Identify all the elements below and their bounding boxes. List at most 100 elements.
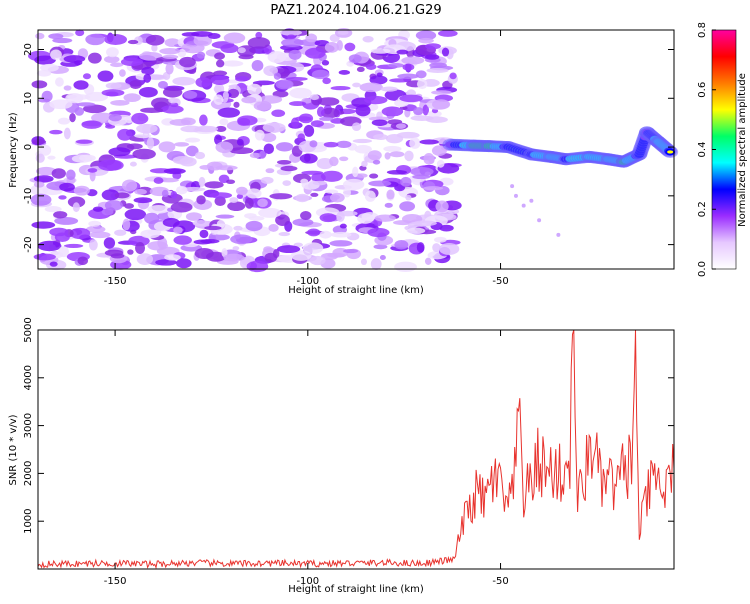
- noise-blob: [92, 206, 104, 212]
- noise-blob: [338, 70, 351, 75]
- noise-blob: [219, 118, 229, 126]
- noise-blob: [410, 166, 434, 177]
- noise-blob: [195, 77, 211, 88]
- noise-blob: [348, 54, 362, 64]
- noise-blob: [81, 120, 102, 129]
- noise-blob: [105, 82, 122, 89]
- noise-blob: [232, 246, 240, 251]
- noise-blob: [176, 185, 188, 195]
- noise-blob: [300, 178, 309, 185]
- noise-blob: [138, 51, 163, 61]
- noise-blob: [399, 201, 416, 212]
- noise-blob: [311, 69, 330, 80]
- noise-blob: [354, 144, 372, 154]
- noise-blob: [352, 82, 361, 88]
- noise-blob: [389, 78, 411, 83]
- noise-blob: [304, 47, 326, 59]
- noise-blob: [63, 127, 71, 140]
- noise-blob: [368, 116, 391, 122]
- colorbar-tick-label: 0.8: [697, 22, 708, 38]
- noise-blob: [395, 123, 407, 129]
- noise-blob: [339, 223, 347, 229]
- noise-blob: [63, 243, 84, 249]
- noise-blob: [434, 236, 447, 243]
- colorbar-label: Normalized spectral amplitude: [737, 73, 748, 227]
- noise-blob: [330, 192, 345, 203]
- noise-blob: [30, 193, 52, 206]
- noise-blob: [316, 106, 325, 118]
- noise-blob: [246, 260, 269, 273]
- noise-blob: [244, 197, 254, 209]
- noise-blob: [289, 101, 307, 107]
- noise-blob: [123, 93, 141, 103]
- y-tick-label: 0: [23, 144, 34, 150]
- noise-blob: [275, 142, 294, 152]
- colorbar-tick-label: 0.4: [697, 142, 708, 158]
- noise-blob: [355, 173, 368, 178]
- noise-blob: [380, 86, 398, 92]
- snr-x-ticks: -150 -100 -50: [104, 330, 509, 587]
- noise-blob: [236, 186, 248, 196]
- noise-blob: [183, 90, 198, 99]
- noise-blob: [352, 166, 359, 178]
- noise-blob: [104, 34, 128, 45]
- noise-blob: [406, 227, 426, 234]
- noise-blob: [120, 57, 144, 67]
- noise-blob: [436, 159, 445, 168]
- noise-blob: [247, 83, 262, 96]
- noise-blob: [158, 141, 176, 153]
- y-tick-label: 3000: [23, 413, 34, 438]
- noise-blob: [297, 133, 306, 141]
- noise-blob: [179, 56, 196, 68]
- noise-blob: [110, 100, 130, 106]
- noise-blob: [373, 134, 389, 140]
- noise-blob: [432, 243, 441, 253]
- noise-blob: [336, 140, 352, 149]
- noise-blob: [351, 122, 362, 132]
- noise-blob: [344, 42, 356, 52]
- spectrogram-image: [27, 28, 679, 273]
- noise-blob: [425, 43, 441, 50]
- noise-blob: [248, 216, 265, 221]
- noise-blob: [172, 76, 196, 86]
- noise-blob: [298, 113, 314, 124]
- noise-blob: [204, 225, 222, 231]
- noise-blob: [168, 97, 178, 104]
- noise-blob: [227, 201, 246, 211]
- colorbar-tick-label: 0.2: [697, 201, 708, 217]
- noise-blob: [249, 152, 262, 159]
- noise-blob: [97, 70, 114, 82]
- noise-blob: [114, 192, 130, 199]
- noise-blob: [185, 212, 202, 221]
- noise-blob: [69, 113, 76, 123]
- colorbar-ticks: 0.0 0.2 0.4 0.6 0.8: [697, 22, 716, 277]
- noise-blob: [147, 241, 168, 251]
- noise-blob: [265, 168, 275, 174]
- noise-blob: [199, 114, 208, 126]
- noise-blob: [362, 35, 374, 43]
- noise-blob: [416, 242, 425, 253]
- noise-blob: [401, 56, 425, 65]
- noise-blob: [55, 77, 64, 87]
- noise-blob: [393, 220, 413, 226]
- noise-blob: [173, 235, 192, 245]
- snr-line: [37, 329, 675, 570]
- noise-blob: [299, 153, 318, 164]
- noise-blob: [233, 225, 243, 231]
- noise-blob: [236, 193, 244, 199]
- noise-blob: [196, 51, 206, 59]
- noise-blob: [316, 158, 334, 170]
- noise-blob: [253, 101, 272, 111]
- noise-blob: [213, 70, 228, 76]
- colorbar: 0.0 0.2 0.4 0.6 0.8 Normalized spectral ampl…: [697, 22, 748, 277]
- noise-blob: [193, 239, 213, 245]
- noise-blob: [34, 55, 56, 65]
- noise-blob: [310, 120, 324, 128]
- noise-blob: [159, 47, 181, 55]
- spectrogram-panel: -150 -100 -50 20 10 0 -10 -20 Height of straig…: [8, 28, 679, 296]
- noise-blob: [397, 73, 419, 79]
- noise-blob: [285, 76, 308, 82]
- noise-blob: [394, 261, 417, 273]
- noise-blob: [31, 221, 56, 229]
